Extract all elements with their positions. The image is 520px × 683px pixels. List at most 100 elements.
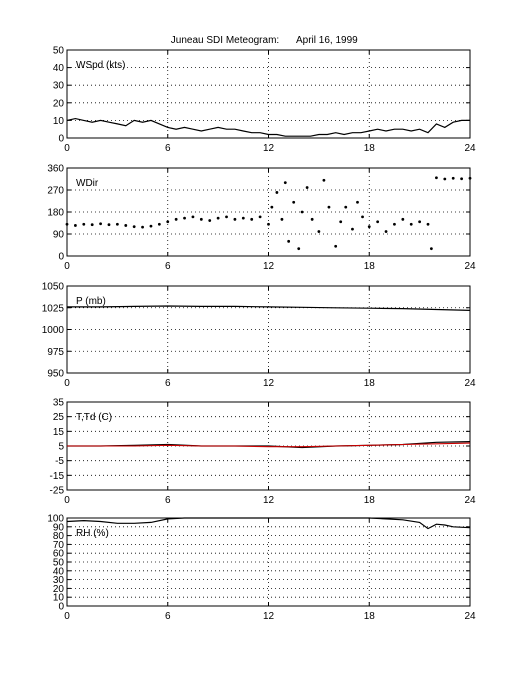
data-point — [132, 225, 136, 229]
data-point — [191, 215, 195, 219]
data-point — [225, 215, 228, 219]
y-tick-label: 5 — [58, 442, 64, 453]
data-point — [183, 216, 186, 220]
x-tick-label: 12 — [263, 611, 275, 622]
y-tick-label: 40 — [53, 63, 65, 74]
data-point — [361, 215, 364, 219]
x-tick-label: 12 — [263, 495, 275, 506]
y-tick-label: 20 — [53, 584, 65, 595]
y-tick-label: 100 — [47, 514, 64, 525]
data-point — [460, 177, 464, 181]
y-tick-label: 60 — [53, 549, 65, 560]
data-point — [344, 205, 348, 209]
data-point — [297, 247, 301, 251]
panel-label: WDir — [76, 178, 99, 189]
x-tick-label: 18 — [364, 611, 376, 622]
data-point — [334, 244, 338, 248]
chart-panel-4: 0 6 12 18 24 -25 -15 -5 5 15 25 35 T,Td (C) — [50, 398, 476, 507]
chart-panel-3: 0 6 12 18 24 950 975 1000 1025 1050 P (mb) — [42, 282, 476, 390]
x-tick-label: 0 — [64, 261, 70, 272]
data-point — [115, 222, 119, 226]
panel-label: T,Td (C) — [76, 412, 112, 423]
data-point — [393, 222, 396, 226]
x-tick-label: 24 — [464, 611, 476, 622]
data-point — [73, 224, 77, 227]
chart-panel-1: 0 6 12 18 24 0 10 20 30 40 50 WSpd (kts) — [53, 46, 476, 155]
data-point — [241, 216, 245, 220]
x-tick-label: 24 — [464, 378, 476, 389]
y-tick-label: 0 — [58, 134, 64, 145]
data-point — [292, 200, 296, 204]
y-tick-label: 270 — [47, 186, 64, 197]
y-tick-label: 50 — [53, 46, 65, 57]
x-tick-label: 6 — [165, 143, 171, 154]
data-point — [443, 177, 447, 181]
data-point — [409, 222, 413, 226]
data-point — [429, 247, 433, 251]
x-tick-label: 24 — [464, 495, 476, 506]
series-line-2 — [67, 442, 471, 448]
data-point — [322, 178, 326, 182]
data-point — [267, 222, 270, 226]
x-tick-label: 24 — [464, 143, 476, 154]
data-point — [280, 217, 284, 221]
data-point — [199, 217, 203, 221]
data-point — [65, 222, 69, 226]
y-tick-label: 25 — [53, 412, 65, 423]
y-tick-label: 1000 — [42, 325, 65, 336]
chart-panel-2: 0 6 12 18 24 0 90 180 270 360 WDir — [47, 164, 476, 273]
series-line-1 — [66, 517, 471, 530]
data-point — [317, 230, 321, 233]
series-line-1 — [66, 117, 470, 137]
y-tick-label: 950 — [47, 369, 64, 380]
data-point — [233, 217, 237, 221]
y-tick-label: -5 — [55, 456, 64, 467]
data-point — [468, 176, 472, 180]
x-tick-label: 18 — [364, 378, 376, 389]
data-point — [418, 220, 422, 224]
y-tick-label: 20 — [53, 98, 65, 109]
x-tick-label: 0 — [64, 495, 70, 506]
data-point — [174, 217, 178, 221]
data-point — [275, 191, 279, 194]
data-point — [356, 200, 359, 204]
data-point — [99, 222, 102, 226]
y-tick-label: 975 — [47, 347, 64, 358]
y-tick-label: 10 — [53, 593, 65, 604]
data-point — [300, 210, 304, 214]
data-point — [384, 230, 388, 233]
y-tick-label: 0 — [58, 252, 64, 263]
panel-label: P (mb) — [76, 296, 106, 307]
x-tick-label: 18 — [364, 261, 376, 272]
y-tick-label: 30 — [53, 81, 65, 92]
figure-date: April 16, 1999 — [296, 35, 358, 46]
data-point — [451, 176, 455, 180]
data-point — [157, 222, 161, 226]
x-tick-label: 6 — [165, 261, 171, 272]
x-tick-label: 0 — [64, 611, 70, 622]
x-tick-label: 18 — [364, 143, 376, 154]
data-point — [401, 217, 405, 221]
y-tick-label: -25 — [50, 486, 65, 497]
x-tick-label: 24 — [464, 261, 476, 272]
data-point — [376, 220, 380, 224]
data-point — [82, 222, 86, 226]
y-tick-label: 35 — [53, 398, 65, 409]
y-tick-label: 80 — [53, 531, 65, 542]
y-tick-label: 1050 — [42, 282, 65, 293]
data-point — [270, 205, 274, 209]
x-tick-label: 6 — [165, 495, 171, 506]
x-tick-label: 6 — [165, 611, 171, 622]
data-point — [426, 222, 430, 226]
data-point — [141, 225, 144, 229]
x-tick-label: 12 — [263, 143, 275, 154]
x-tick-label: 18 — [364, 495, 376, 506]
panel-label: RH (%) — [76, 528, 109, 539]
data-point — [258, 215, 262, 219]
y-tick-label: 30 — [53, 575, 65, 586]
data-point — [216, 216, 220, 220]
data-point — [283, 181, 287, 185]
